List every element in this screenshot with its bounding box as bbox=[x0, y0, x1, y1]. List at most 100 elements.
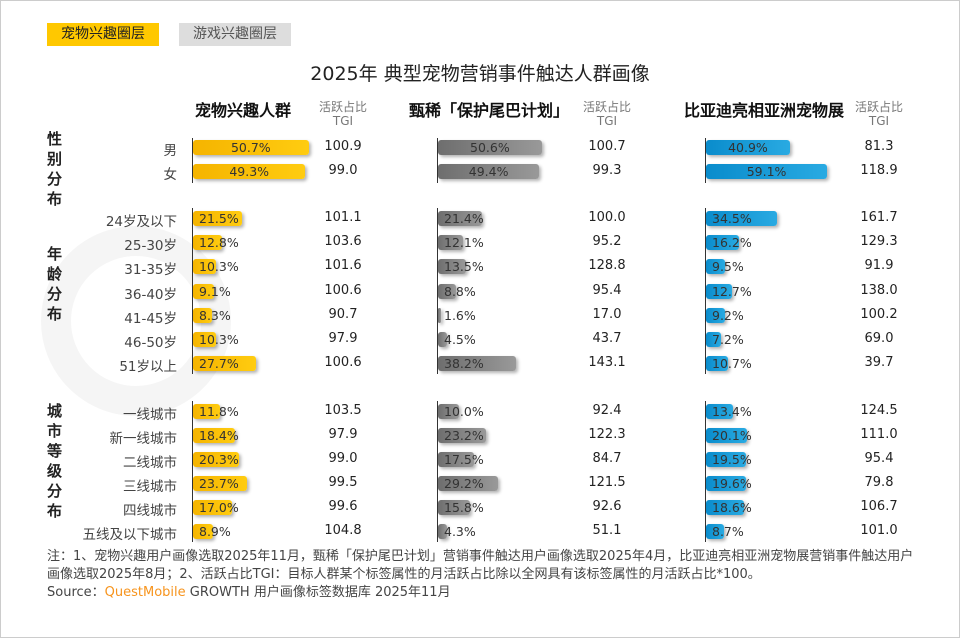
bar bbox=[438, 284, 457, 299]
bar bbox=[706, 259, 726, 274]
tgi-value: 124.5 bbox=[860, 403, 898, 418]
category-label: 四线城市 bbox=[123, 503, 177, 519]
tab-pet-interest[interactable]: 宠物兴趣圈层 bbox=[47, 23, 159, 46]
data-label: 21.4% bbox=[444, 211, 484, 226]
category-label: 41-45岁 bbox=[124, 311, 177, 327]
data-label: 17.5% bbox=[444, 452, 484, 467]
bar bbox=[438, 404, 459, 419]
bar bbox=[193, 452, 240, 467]
data-label: 12.1% bbox=[444, 235, 484, 250]
bar bbox=[193, 404, 220, 419]
data-label: 13.4% bbox=[712, 404, 752, 419]
column-header: 活跃占比 TGI bbox=[577, 100, 637, 128]
tgi-value: 79.8 bbox=[864, 475, 894, 490]
tgi-value: 84.7 bbox=[592, 451, 622, 466]
tgi-value: 161.7 bbox=[860, 210, 898, 225]
bar bbox=[193, 211, 243, 226]
data-label: 29.2% bbox=[444, 476, 484, 491]
category-label: 三线城市 bbox=[123, 479, 177, 495]
category-label: 36-40岁 bbox=[124, 287, 177, 303]
data-label: 10.3% bbox=[199, 259, 239, 274]
bar bbox=[438, 476, 498, 491]
data-label: 49.4% bbox=[468, 164, 509, 179]
bar bbox=[706, 332, 721, 347]
section-label: 年龄分布 bbox=[47, 245, 63, 323]
tgi-value: 97.9 bbox=[328, 427, 358, 442]
section-label: 性别分布 bbox=[47, 130, 63, 208]
axis-line bbox=[437, 138, 438, 183]
bar bbox=[438, 259, 466, 274]
data-label: 20.1% bbox=[712, 428, 752, 443]
bar bbox=[438, 140, 542, 155]
data-label: 8.3% bbox=[199, 308, 231, 323]
category-label: 女 bbox=[163, 167, 178, 183]
bar bbox=[438, 211, 482, 226]
bar bbox=[193, 235, 223, 250]
source: Source：QuestMobile GROWTH 用户画像标签数据库 2025… bbox=[47, 584, 917, 602]
tgi-value: 100.0 bbox=[588, 210, 626, 225]
bar bbox=[438, 356, 517, 371]
data-label: 11.8% bbox=[199, 404, 239, 419]
tgi-value: 118.9 bbox=[860, 163, 898, 178]
tgi-value: 101.0 bbox=[860, 523, 898, 538]
data-label: 4.3% bbox=[444, 524, 476, 539]
category-label: 51岁以上 bbox=[119, 359, 177, 375]
bar bbox=[438, 524, 447, 539]
column-header-label: 活跃占比 bbox=[582, 100, 631, 114]
axis-line bbox=[192, 401, 193, 542]
source-prefix: Source： bbox=[47, 585, 105, 600]
footer: 注：1、宠物兴趣用户画像选取2025年11月，甄稀「保护尾巴计划」营销事件触达用… bbox=[47, 548, 917, 602]
column-header-label: 活跃占比 bbox=[854, 100, 903, 114]
tgi-value: 103.6 bbox=[324, 234, 362, 249]
category-label: 男 bbox=[163, 143, 178, 159]
category-label: 25-30岁 bbox=[124, 238, 177, 254]
tgi-value: 101.6 bbox=[324, 258, 362, 273]
tgi-value: 122.3 bbox=[588, 427, 626, 442]
category-label: 新一线城市 bbox=[109, 431, 178, 447]
series-title: 甄稀「保护尾巴计划」 bbox=[408, 101, 569, 120]
tgi-value: 97.9 bbox=[328, 331, 358, 346]
bar bbox=[706, 164, 828, 179]
tgi-header-label: TGI bbox=[868, 114, 890, 128]
tgi-value: 100.9 bbox=[324, 139, 362, 154]
data-label: 13.5% bbox=[444, 259, 484, 274]
tgi-value: 104.8 bbox=[324, 523, 362, 538]
tgi-value: 92.6 bbox=[592, 499, 622, 514]
data-label: 4.5% bbox=[444, 332, 476, 347]
source-suffix: GROWTH 用户画像标签数据库 2025年11月 bbox=[185, 585, 451, 600]
tgi-value: 91.9 bbox=[864, 258, 894, 273]
tgi-value: 43.7 bbox=[592, 331, 622, 346]
tgi-value: 103.5 bbox=[324, 403, 362, 418]
tgi-value: 90.7 bbox=[328, 307, 358, 322]
tgi-value: 121.5 bbox=[588, 475, 626, 490]
tgi-value: 106.7 bbox=[860, 499, 898, 514]
tgi-value: 92.4 bbox=[592, 403, 622, 418]
bar bbox=[193, 284, 214, 299]
column-header: 活跃占比 TGI bbox=[849, 100, 909, 128]
tgi-value: 128.8 bbox=[588, 258, 626, 273]
category-label: 五线及以下城市 bbox=[82, 527, 178, 543]
bar bbox=[438, 500, 471, 515]
bar bbox=[438, 235, 463, 250]
data-label: 10.0% bbox=[444, 404, 484, 419]
axis-line bbox=[437, 208, 438, 374]
tgi-value: 81.3 bbox=[864, 139, 894, 154]
bar bbox=[193, 356, 257, 371]
tab-game-interest[interactable]: 游戏兴趣圈层 bbox=[179, 23, 291, 46]
tgi-value: 51.1 bbox=[592, 523, 622, 538]
bar bbox=[706, 524, 724, 539]
bar bbox=[193, 476, 248, 491]
tgi-header-label: TGI bbox=[332, 114, 354, 128]
axis-line bbox=[705, 208, 706, 374]
bar bbox=[706, 452, 746, 467]
data-label: 16.2% bbox=[712, 235, 752, 250]
bar bbox=[193, 259, 217, 274]
data-label: 59.1% bbox=[746, 164, 787, 179]
tgi-value: 99.5 bbox=[328, 475, 358, 490]
bar bbox=[706, 211, 777, 226]
tgi-header-label: TGI bbox=[596, 114, 618, 128]
bar bbox=[438, 308, 442, 323]
section-label: 城市等级分布 bbox=[47, 402, 63, 520]
tgi-value: 99.6 bbox=[328, 499, 358, 514]
column-header: 活跃占比 TGI bbox=[313, 100, 373, 128]
